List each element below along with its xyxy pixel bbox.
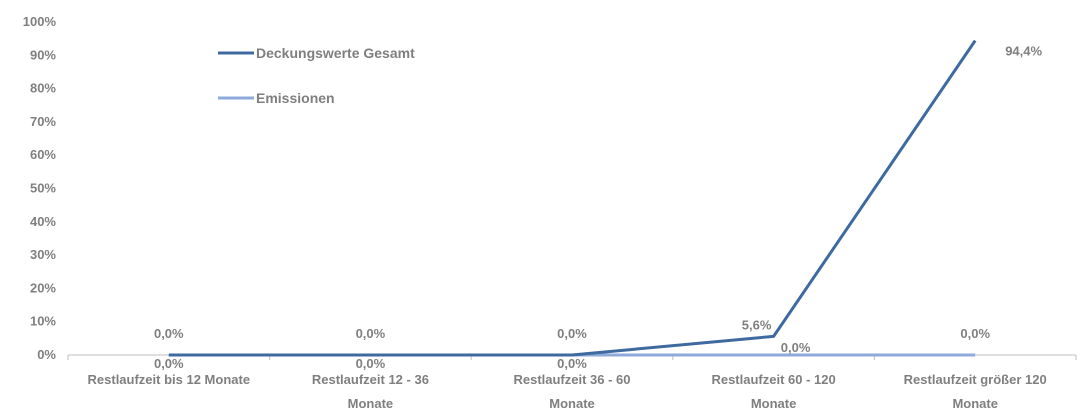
y-tick-label: 60%	[30, 147, 56, 162]
data-label-emissionen: 0,0%	[781, 340, 811, 355]
x-tick-label: Restlaufzeit 36 - 60	[513, 372, 630, 387]
y-tick-label: 80%	[30, 81, 56, 96]
chart-legend: Deckungswerte Gesamt Emissionen	[218, 45, 415, 106]
data-label-emissionen: 0,0%	[356, 356, 386, 371]
chart-axes: 0% 10% 20% 30% 40% 50% 60% 70% 80% 90% 100% Restlau…	[23, 14, 1077, 410]
y-tick-label: 0%	[37, 347, 56, 362]
data-labels: 0,0% 0,0% 0,0% 5,6% 94,4% 0,0% 0,0% 0,0% 0,0% 0,0…	[154, 44, 1043, 371]
y-tick-label: 10%	[30, 314, 56, 329]
legend-label-deckungswerte-gesamt: Deckungswerte Gesamt	[256, 45, 415, 61]
x-tick-label: Monate	[751, 396, 797, 410]
data-label-deckungswerte: 0,0%	[154, 326, 184, 341]
data-label-emissionen: 0,0%	[154, 356, 184, 371]
y-tick-label: 50%	[30, 181, 56, 196]
y-tick-label: 70%	[30, 114, 56, 129]
x-tick-label: Restlaufzeit größer 120	[904, 372, 1047, 387]
series-lines	[168, 39, 977, 357]
legend-label-emissionen: Emissionen	[256, 90, 335, 106]
y-tick-label: 100%	[23, 14, 57, 29]
x-tick-label: Monate	[549, 396, 595, 410]
x-tick-label: Restlaufzeit bis 12 Monate	[88, 372, 251, 387]
x-tick-label: Restlaufzeit 60 - 120	[711, 372, 835, 387]
data-label-deckungswerte: 0,0%	[557, 326, 587, 341]
data-label-deckungswerte: 0,0%	[356, 326, 386, 341]
y-tick-label: 90%	[30, 47, 56, 62]
y-tick-label: 30%	[30, 247, 56, 262]
x-tick-label: Restlaufzeit 12 - 36	[312, 372, 429, 387]
data-label-emissionen: 0,0%	[557, 356, 587, 371]
data-label-emissionen: 0,0%	[960, 326, 990, 341]
data-label-deckungswerte: 5,6%	[742, 317, 772, 332]
y-tick-label: 20%	[30, 280, 56, 295]
y-tick-label: 40%	[30, 214, 56, 229]
x-tick-label: Monate	[348, 396, 394, 410]
x-tick-label: Monate	[952, 396, 998, 410]
series-line-0	[168, 39, 977, 357]
data-label-deckungswerte: 94,4%	[1005, 44, 1042, 59]
